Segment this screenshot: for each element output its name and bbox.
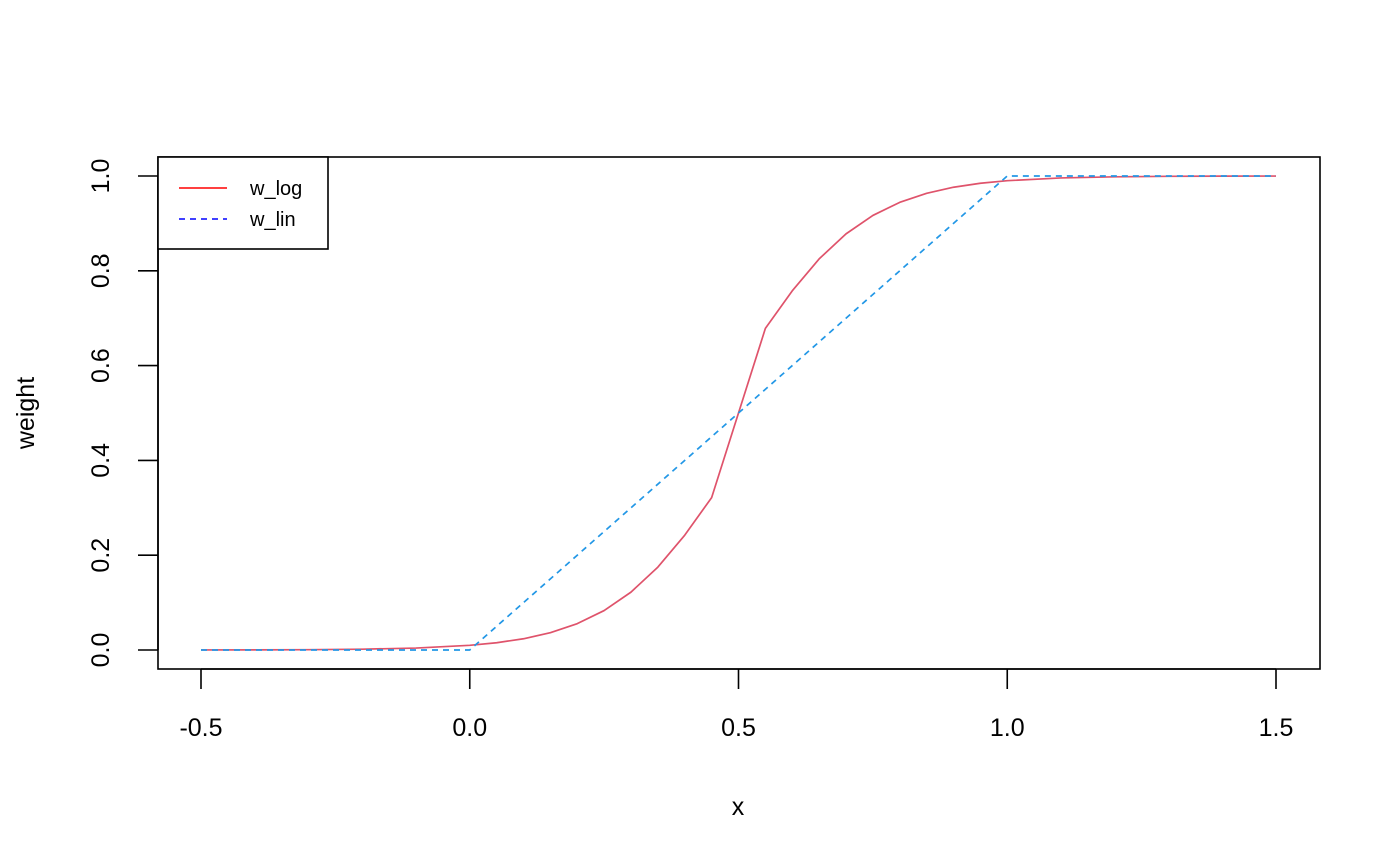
y-tick-label: 0.0: [87, 633, 115, 668]
series-line-w-lin: [201, 175, 1276, 651]
x-tick-label: 1.5: [1259, 714, 1294, 742]
y-axis: 0.0 0.2 0.4 0.6 0.8 1.0: [87, 159, 159, 668]
y-tick-label: 0.8: [87, 253, 115, 288]
y-tick-label: 0.6: [87, 348, 115, 383]
x-axis-title: x: [732, 793, 745, 821]
x-tick-label: -0.5: [179, 714, 222, 742]
series-layer: [200, 175, 1277, 651]
x-axis: -0.5 0.0 0.5 1.0 1.5: [179, 668, 1294, 742]
y-tick-label: 0.4: [87, 443, 115, 478]
x-tick-label: 0.5: [721, 714, 756, 742]
x-tick-label: 0.0: [452, 714, 487, 742]
legend-label-w-lin: w_lin: [249, 209, 296, 231]
y-tick-label: 0.2: [87, 538, 115, 573]
legend-label-w-log: w_log: [249, 178, 302, 200]
y-axis-title: weight: [12, 377, 40, 450]
legend: w_log w_lin: [157, 156, 329, 250]
legend-box: [157, 156, 329, 250]
y-tick-label: 1.0: [87, 159, 115, 194]
x-tick-label: 1.0: [990, 714, 1025, 742]
